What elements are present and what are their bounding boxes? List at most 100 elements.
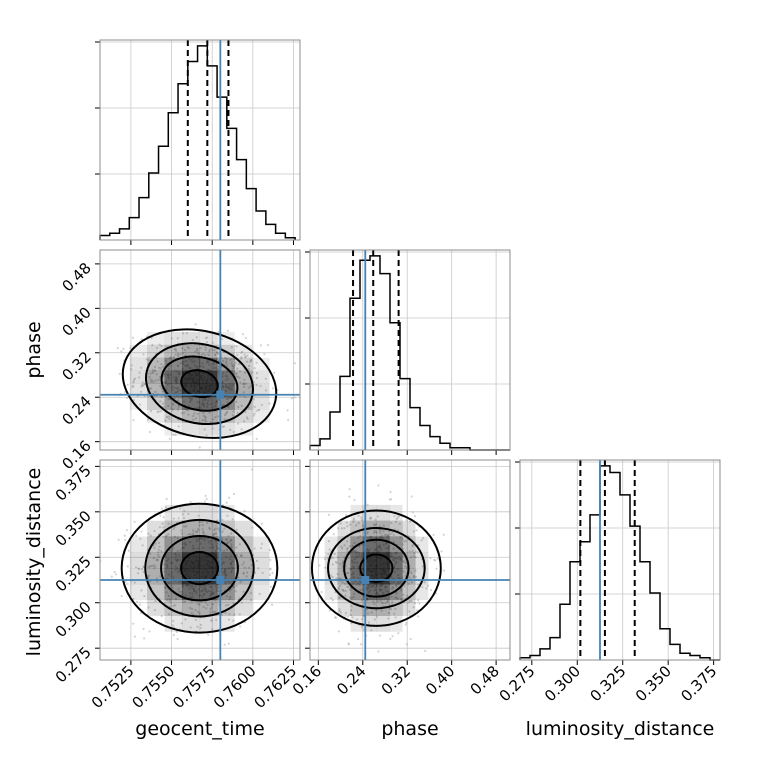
sample-point bbox=[150, 336, 153, 340]
sample-point bbox=[393, 596, 397, 599]
sample-point bbox=[241, 333, 245, 336]
sample-point bbox=[391, 600, 394, 603]
sample-point bbox=[151, 379, 154, 382]
sample-point bbox=[222, 403, 225, 407]
panel-frame bbox=[309, 459, 511, 661]
sample-point bbox=[345, 521, 348, 524]
sample-point bbox=[433, 559, 437, 562]
sample-point bbox=[177, 354, 180, 357]
density-cell bbox=[199, 409, 218, 423]
sample-point bbox=[213, 532, 216, 535]
density-cell bbox=[182, 422, 200, 436]
sample-point bbox=[390, 498, 393, 501]
sample-point bbox=[160, 507, 164, 510]
sample-point bbox=[133, 635, 136, 638]
sample-point bbox=[370, 629, 373, 632]
sample-point bbox=[404, 561, 407, 564]
sample-point bbox=[206, 353, 210, 356]
sample-point bbox=[196, 351, 199, 354]
sample-point bbox=[110, 575, 113, 578]
density-cell bbox=[164, 396, 183, 410]
sample-point bbox=[223, 527, 226, 530]
density-cell bbox=[350, 552, 364, 569]
sample-point bbox=[178, 590, 181, 593]
sample-point bbox=[238, 543, 242, 546]
sample-point bbox=[410, 600, 413, 603]
sample-point bbox=[190, 611, 194, 615]
sample-point bbox=[140, 383, 144, 386]
sample-point bbox=[149, 372, 152, 375]
density-cell bbox=[199, 520, 218, 537]
sample-point bbox=[148, 630, 151, 633]
sample-point bbox=[169, 601, 172, 604]
sample-point bbox=[113, 570, 116, 574]
sample-point bbox=[347, 585, 350, 589]
sample-point bbox=[411, 550, 414, 553]
sample-point bbox=[226, 514, 229, 517]
sample-point bbox=[120, 350, 123, 353]
sample-point bbox=[123, 534, 126, 537]
sample-point bbox=[227, 453, 229, 455]
sample-point bbox=[171, 624, 174, 627]
density-cell bbox=[337, 599, 351, 616]
sample-point bbox=[413, 515, 417, 518]
sample-point bbox=[203, 428, 206, 431]
sample-point bbox=[225, 538, 228, 541]
density-cell bbox=[164, 552, 183, 569]
y-tick-label: 0.325 bbox=[52, 552, 95, 595]
sample-point bbox=[142, 570, 145, 573]
sample-point bbox=[133, 378, 136, 381]
sample-point bbox=[381, 601, 384, 604]
y-tick-label: 0.32 bbox=[58, 348, 94, 384]
sample-point bbox=[157, 551, 160, 554]
density-contour bbox=[160, 355, 239, 412]
sample-point bbox=[423, 581, 426, 584]
sample-point bbox=[408, 600, 411, 603]
sample-point bbox=[405, 518, 408, 522]
sample-point bbox=[154, 565, 157, 568]
sample-point bbox=[199, 347, 202, 350]
sample-point bbox=[171, 548, 174, 551]
sample-point bbox=[207, 633, 210, 636]
sample-point bbox=[194, 618, 198, 621]
sample-point bbox=[180, 529, 183, 532]
sample-point bbox=[372, 600, 375, 603]
sample-point bbox=[264, 389, 267, 392]
sample-point bbox=[350, 605, 353, 608]
sample-point bbox=[242, 590, 245, 593]
sample-point bbox=[260, 403, 263, 407]
sample-point bbox=[165, 497, 168, 501]
density-cell bbox=[164, 383, 183, 397]
sample-point bbox=[217, 367, 220, 371]
y-tick-label: 0.275 bbox=[52, 643, 95, 686]
sample-point bbox=[242, 572, 245, 575]
sample-point bbox=[162, 516, 165, 519]
sample-point bbox=[242, 382, 245, 386]
sample-point bbox=[231, 364, 234, 367]
sample-point bbox=[354, 549, 357, 552]
sample-point bbox=[243, 383, 246, 386]
sample-point bbox=[243, 420, 246, 423]
x-tick-label: 0.7575 bbox=[169, 662, 219, 712]
sample-point bbox=[381, 534, 384, 537]
sample-point bbox=[374, 530, 377, 533]
sample-point bbox=[196, 602, 200, 605]
sample-point bbox=[338, 596, 342, 599]
sample-point bbox=[146, 418, 149, 421]
sample-point bbox=[179, 361, 182, 365]
density-cell bbox=[199, 370, 218, 384]
sample-point bbox=[343, 582, 347, 585]
sample-point bbox=[413, 552, 416, 555]
sample-point bbox=[240, 357, 243, 360]
sample-point bbox=[154, 599, 157, 603]
sample-point bbox=[228, 496, 231, 499]
sample-point bbox=[243, 566, 246, 569]
sample-point bbox=[396, 597, 399, 600]
sample-point bbox=[208, 348, 211, 351]
sample-point bbox=[356, 638, 360, 641]
sample-point bbox=[259, 344, 263, 347]
sample-point bbox=[412, 530, 416, 533]
sample-point bbox=[194, 350, 197, 353]
sample-point bbox=[402, 593, 405, 597]
sample-point bbox=[182, 411, 186, 414]
